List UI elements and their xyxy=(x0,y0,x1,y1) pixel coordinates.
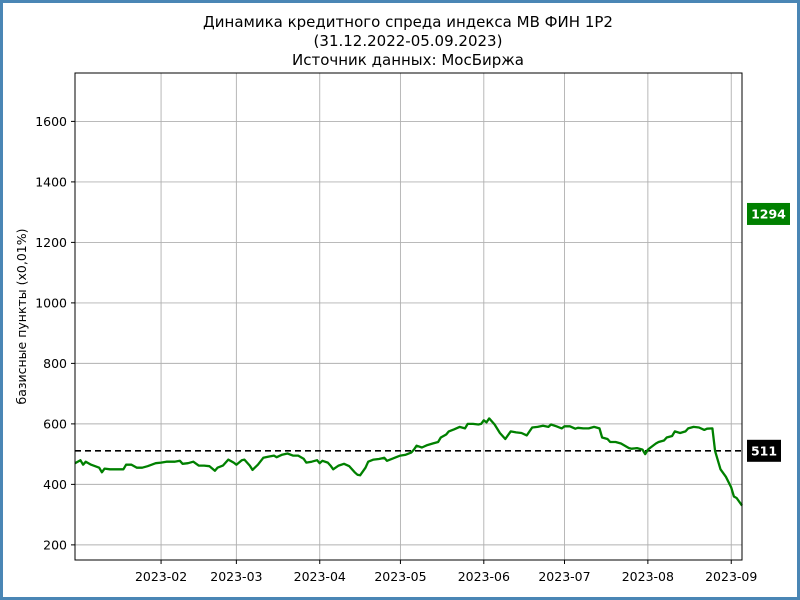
chart-title-line: (31.12.2022-05.09.2023) xyxy=(314,32,503,50)
x-tick-label: 2023-05 xyxy=(374,569,426,584)
x-tick-label: 2023-07 xyxy=(538,569,590,584)
y-tick-label: 1600 xyxy=(35,114,67,129)
last-value-badge-box xyxy=(747,202,790,225)
y-tick-label: 1200 xyxy=(35,235,67,250)
y-axis-label: базисные пункты (х0,01%) xyxy=(14,229,29,405)
y-tick-label: 400 xyxy=(43,477,67,492)
badges: 511 1294 xyxy=(747,202,790,462)
x-tick-label: 2023-03 xyxy=(210,569,262,584)
plot-area-border xyxy=(74,72,743,561)
x-tick-label: 2023-02 xyxy=(135,569,187,584)
x-tick-label: 2023-09 xyxy=(705,569,757,584)
chart-title: Динамика кредитного спреда индекса МВ ФИ… xyxy=(203,13,613,69)
series-group xyxy=(74,417,743,507)
y-tick-label: 1000 xyxy=(35,295,67,310)
chart-title-line: Источник данных: МосБиржа xyxy=(292,51,524,69)
reference-value-badge-text: 511 xyxy=(751,443,777,458)
axes: 200 400 600 800 1000 1200 1400 1600 2023-02 2023-… xyxy=(14,72,757,584)
y-tick-label: 1400 xyxy=(35,174,67,189)
y-tick-label: 800 xyxy=(43,356,67,371)
series-line xyxy=(74,417,743,507)
x-tick-label: 2023-04 xyxy=(294,569,346,584)
y-tick-label: 600 xyxy=(43,416,67,431)
chart-title-line: Динамика кредитного спреда индекса МВ ФИ… xyxy=(203,13,613,31)
grid xyxy=(75,73,742,560)
x-tick-label: 2023-06 xyxy=(458,569,510,584)
reference-value-badge-box xyxy=(747,439,781,462)
x-tick-label: 2023-08 xyxy=(622,569,674,584)
y-tick-label: 200 xyxy=(43,537,67,552)
last-value-badge-text: 1294 xyxy=(751,206,786,221)
